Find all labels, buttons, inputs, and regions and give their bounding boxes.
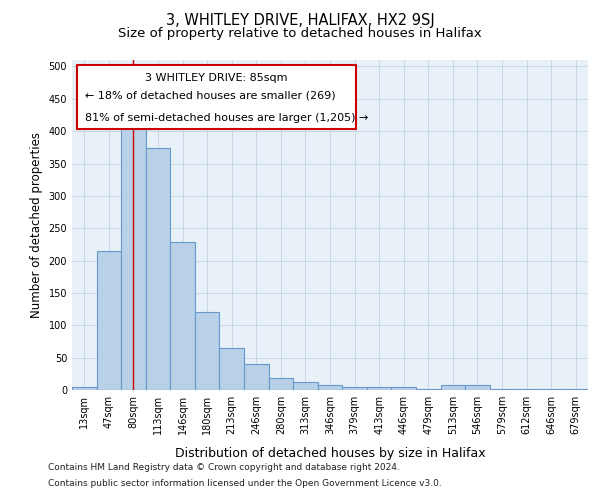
Bar (220, 348, 244, 390)
Bar (269, 378, 293, 390)
Text: 81% of semi-detached houses are larger (1,205) →: 81% of semi-detached houses are larger (… (85, 114, 368, 124)
Bar (391, 387, 416, 390)
Bar (97, 251, 121, 390)
Y-axis label: Number of detached properties: Number of detached properties (30, 132, 43, 318)
Bar (121, 126, 146, 390)
Text: Contains public sector information licensed under the Open Government Licence v3: Contains public sector information licen… (48, 478, 442, 488)
Bar (440, 385, 465, 390)
Text: Contains HM Land Registry data © Crown copyright and database right 2024.: Contains HM Land Registry data © Crown c… (48, 464, 400, 472)
Bar (244, 364, 269, 390)
Text: 3 WHITLEY DRIVE: 85sqm: 3 WHITLEY DRIVE: 85sqm (145, 73, 288, 83)
Bar (72, 388, 97, 390)
Bar (490, 388, 514, 390)
Text: 3, WHITLEY DRIVE, HALIFAX, HX2 9SJ: 3, WHITLEY DRIVE, HALIFAX, HX2 9SJ (166, 12, 434, 28)
Bar (195, 312, 220, 390)
FancyBboxPatch shape (77, 65, 356, 130)
Bar (465, 385, 490, 390)
Text: Size of property relative to detached houses in Halifax: Size of property relative to detached ho… (118, 28, 482, 40)
Bar (146, 148, 170, 390)
Bar (170, 242, 195, 390)
Bar (563, 388, 588, 390)
Text: Distribution of detached houses by size in Halifax: Distribution of detached houses by size … (175, 448, 485, 460)
Bar (318, 386, 342, 390)
Bar (342, 387, 367, 390)
Text: ← 18% of detached houses are smaller (269): ← 18% of detached houses are smaller (26… (85, 91, 335, 101)
Bar (367, 387, 391, 390)
Bar (293, 382, 318, 390)
